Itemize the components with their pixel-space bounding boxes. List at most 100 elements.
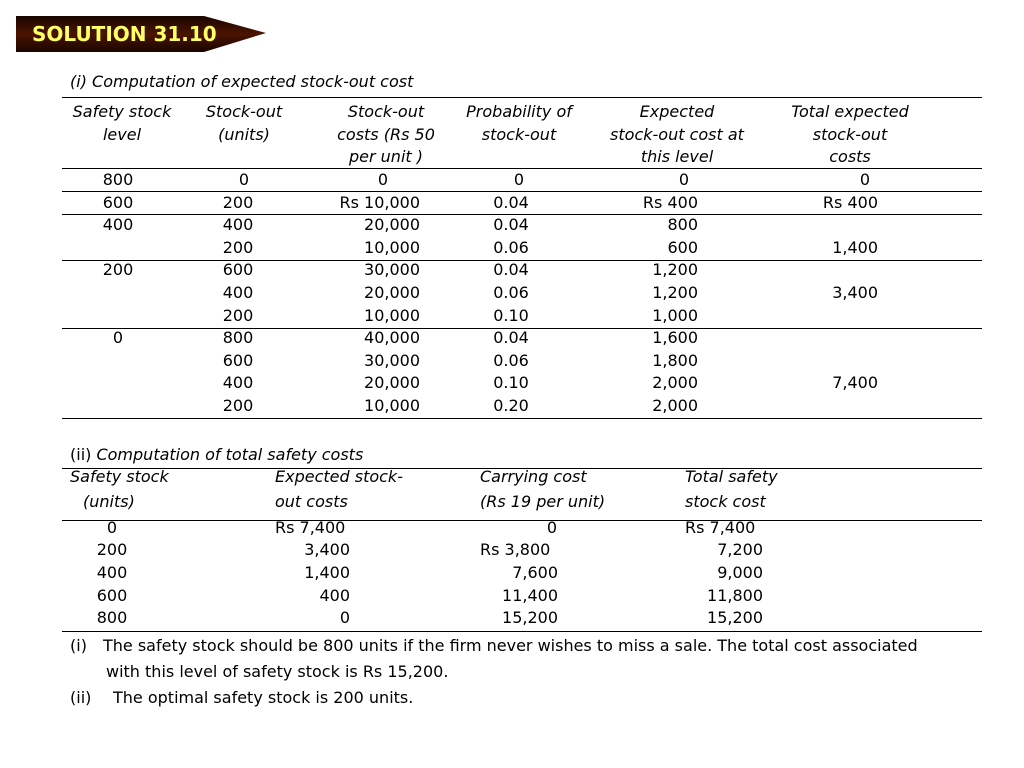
table-rule <box>62 328 982 329</box>
table-cell: 0.06 <box>493 283 529 302</box>
table-cell: 0.04 <box>493 328 529 347</box>
table-cell: 0.20 <box>493 396 529 415</box>
table-cell: 400 <box>96 563 128 582</box>
column-header: level <box>102 124 142 144</box>
column-header: stock-out <box>481 124 557 144</box>
table-rule <box>62 168 982 169</box>
table-cell: 400 <box>319 586 350 605</box>
table-cell: 0.06 <box>493 351 529 370</box>
table-cell: 1,400 <box>304 563 350 582</box>
table-cell: 800 <box>667 215 698 234</box>
table-cell: 1,200 <box>652 260 698 279</box>
column-header: Carrying cost <box>480 467 587 486</box>
table-cell: Rs 400 <box>822 193 878 212</box>
column-header: Stock-out <box>347 102 425 121</box>
table1-caption: (i) Computation of expected stock-out co… <box>70 72 414 91</box>
table-cell: 0.10 <box>493 373 529 392</box>
column-header: Safety stock <box>70 467 169 486</box>
column-header: Stock-out <box>205 102 283 121</box>
column-header: costs (Rs 50 <box>337 124 435 144</box>
table-cell: 600 <box>222 260 254 279</box>
table-cell: 1,600 <box>652 328 698 347</box>
table-cell: 0 <box>678 170 690 189</box>
note-1-line-2: with this level of safety stock is Rs 15… <box>106 662 449 681</box>
table-cell: 400 <box>102 215 134 234</box>
table-cell: 20,000 <box>364 373 420 392</box>
table-cell: 2,000 <box>652 396 698 415</box>
table-cell: 1,400 <box>832 238 878 257</box>
column-header: Expected <box>639 102 715 121</box>
table-cell: 9,000 <box>717 563 763 582</box>
table-cell: 0 <box>339 608 350 627</box>
table-cell: 400 <box>222 283 254 302</box>
table-cell: 0 <box>106 518 118 537</box>
table-cell: 800 <box>222 328 254 347</box>
column-header: Safety stock <box>72 102 172 121</box>
table-rule <box>62 260 982 261</box>
column-header: Total expected <box>791 102 909 121</box>
table-cell: 20,000 <box>364 283 420 302</box>
table-rule <box>62 191 982 192</box>
table-cell: Rs 3,800 <box>480 540 551 559</box>
table-cell: Rs 7,400 <box>685 518 756 537</box>
table-cell: 0.04 <box>493 193 529 212</box>
table-rule <box>62 418 982 419</box>
table-cell: 3,400 <box>304 540 350 559</box>
table-cell: 0 <box>238 170 250 189</box>
table-cell: 600 <box>102 193 134 212</box>
table-cell: 800 <box>96 608 128 627</box>
table-cell: 0 <box>513 170 525 189</box>
column-header: Total safety <box>685 467 778 486</box>
table-cell: 7,600 <box>512 563 558 582</box>
column-header: stock-out cost at <box>610 124 744 144</box>
table-cell: 200 <box>96 540 128 559</box>
table-cell: 10,000 <box>364 238 420 257</box>
table-cell: 2,000 <box>652 373 698 392</box>
table-cell: 200 <box>222 306 254 325</box>
column-header: Probability of <box>466 102 572 121</box>
note-2-marker: (ii) <box>70 688 92 707</box>
table-cell: 0 <box>546 518 558 537</box>
table-cell: 3,400 <box>832 283 878 302</box>
table-rule <box>62 631 982 632</box>
caption-prefix: (ii) <box>70 445 97 464</box>
table-cell: 600 <box>222 351 254 370</box>
table-cell: 40,000 <box>364 328 420 347</box>
column-header: stock cost <box>685 492 766 511</box>
table-cell: 200 <box>222 396 254 415</box>
column-header: per unit ) <box>349 147 423 166</box>
table-cell: 800 <box>102 170 134 189</box>
table2-caption: (ii) Computation of total safety costs <box>70 445 363 465</box>
column-header: out costs <box>275 492 348 511</box>
table-rule <box>62 214 982 215</box>
column-header: this level <box>640 147 714 166</box>
table-cell: 600 <box>96 586 128 605</box>
table-cell: 20,000 <box>364 215 420 234</box>
column-header: (units) <box>83 492 135 511</box>
table-rule <box>62 520 982 521</box>
table-cell: 0.06 <box>493 238 529 257</box>
caption-text: Computation of total safety costs <box>96 445 364 464</box>
table-cell: 400 <box>222 215 254 234</box>
table-cell: Rs 400 <box>642 193 698 212</box>
table-cell: 1,000 <box>652 306 698 325</box>
column-header: (Rs 19 per unit) <box>480 492 606 511</box>
table-cell: 200 <box>102 260 134 279</box>
column-header: costs <box>829 147 871 166</box>
solution-banner <box>16 16 266 52</box>
column-header: Expected stock- <box>275 467 403 486</box>
table-cell: 200 <box>222 193 254 212</box>
column-header: stock-out <box>812 124 888 144</box>
table-cell: 1,200 <box>652 283 698 302</box>
table-cell: 1,800 <box>652 351 698 370</box>
table-cell: 7,400 <box>832 373 878 392</box>
table-cell: 10,000 <box>364 306 420 325</box>
table-cell: 0 <box>859 170 871 189</box>
solution-title: SOLUTION 31.10 <box>32 22 217 46</box>
table-cell: 7,200 <box>717 540 763 559</box>
table-cell: 15,200 <box>707 608 763 627</box>
table-cell: Rs 7,400 <box>275 518 346 537</box>
table-cell: 30,000 <box>364 351 420 370</box>
table-cell: 0 <box>112 328 124 347</box>
table-cell: Rs 10,000 <box>339 193 420 212</box>
